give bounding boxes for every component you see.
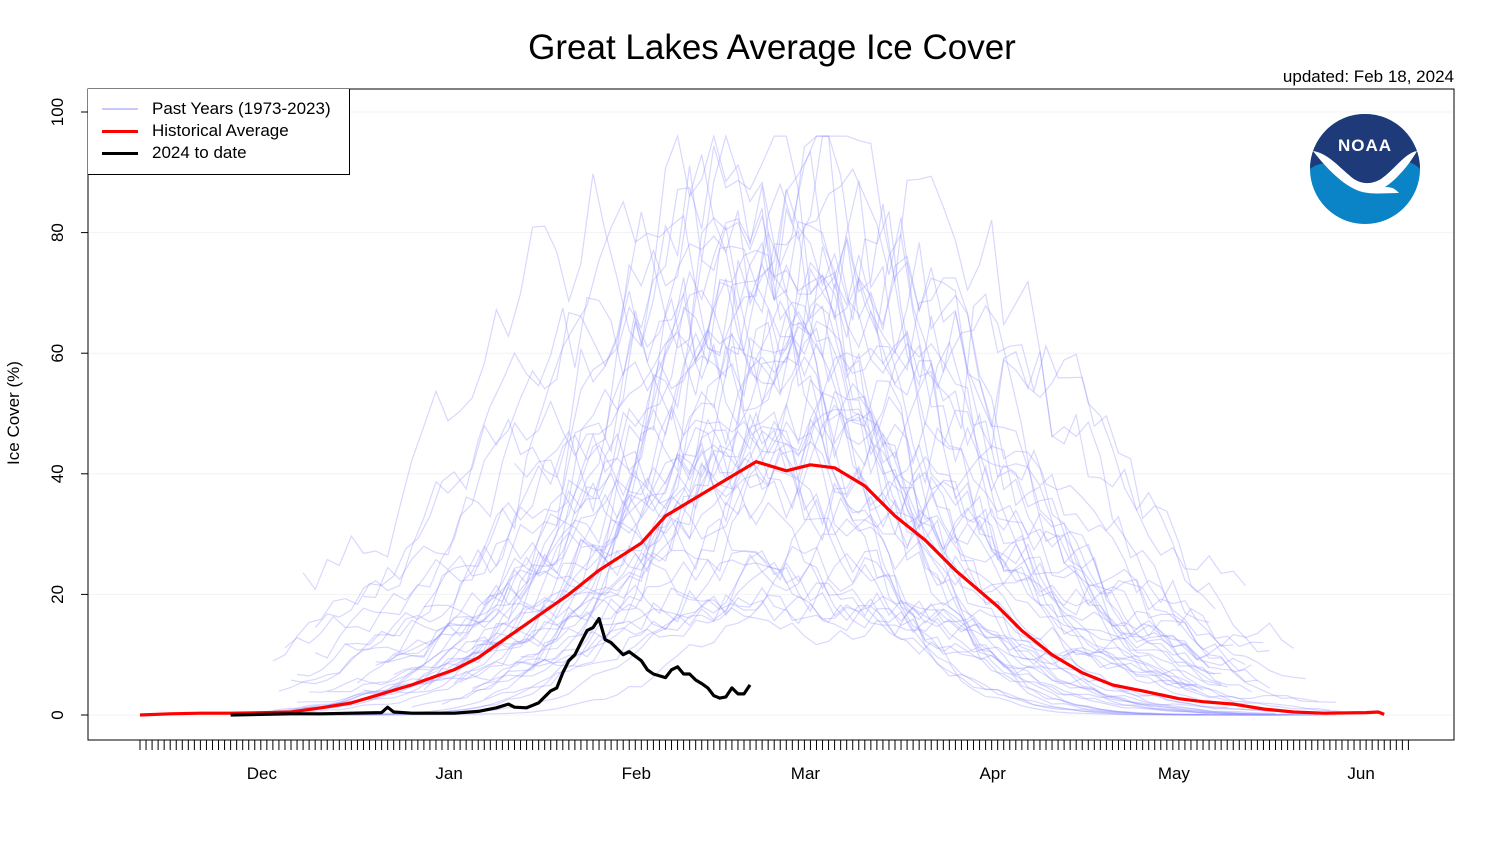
- past-year-line: [447, 235, 1198, 692]
- legend-swatch-2024: [102, 151, 138, 155]
- historical-average-line: [139, 460, 1385, 717]
- past-year-line: [278, 203, 1294, 692]
- chart-title: Great Lakes Average Ice Cover: [528, 28, 1016, 67]
- past-year-line: [423, 408, 1306, 680]
- past-year-line: [471, 450, 1210, 692]
- legend-item-past-years: Past Years (1973-2023): [102, 99, 331, 119]
- y-tick-label: 40: [48, 464, 67, 483]
- past-year-line: [290, 135, 1210, 714]
- past-year-line: [471, 135, 1282, 716]
- x-tick-label: Jun: [1347, 764, 1374, 783]
- past-year-line: [314, 133, 1318, 716]
- y-tick-label: 0: [48, 710, 67, 719]
- past-year-line: [345, 135, 1216, 716]
- past-year-line: [327, 550, 1246, 701]
- past-year-line: [357, 355, 1204, 691]
- past-year-line: [302, 133, 1294, 716]
- legend-label: Historical Average: [152, 121, 289, 140]
- current-year-series: [230, 616, 752, 717]
- legend: Past Years (1973-2023) Historical Averag…: [88, 89, 350, 175]
- noaa-logo-text: NOAA: [1338, 136, 1392, 155]
- past-year-line: [441, 501, 1336, 716]
- past-year-line: [423, 220, 1234, 691]
- past-year-line: [260, 267, 1276, 715]
- plot-frame: [87, 88, 1455, 741]
- past-year-line: [520, 180, 1246, 706]
- past-year-line: [514, 594, 1312, 716]
- legend-item-historical-average: Historical Average: [102, 121, 289, 141]
- past-year-line: [290, 154, 1270, 712]
- past-year-line: [393, 321, 1252, 676]
- past-year-line: [290, 261, 1198, 700]
- past-year-line: [272, 449, 1228, 712]
- legend-swatch-past-years: [102, 108, 138, 110]
- x-tick-label: Feb: [622, 764, 651, 783]
- past-year-line: [272, 245, 1216, 675]
- past-year-line: [429, 559, 1336, 703]
- x-tick-label: Apr: [979, 764, 1006, 783]
- past-year-line: [387, 342, 1258, 682]
- current-year-line: [230, 616, 752, 717]
- past-year-line: [411, 277, 1270, 715]
- past-year-line: [520, 461, 1198, 686]
- y-tick-label: 60: [48, 344, 67, 363]
- past-year-line: [483, 214, 1198, 700]
- past-year-line: [339, 518, 1222, 716]
- legend-swatch-historical-average: [102, 129, 138, 133]
- past-year-line: [309, 167, 1228, 716]
- past-year-line: [483, 411, 1270, 653]
- y-tick-label: 100: [48, 98, 67, 126]
- x-tick-label: Jan: [435, 764, 462, 783]
- past-year-line: [303, 551, 1330, 714]
- past-year-line: [514, 249, 1264, 716]
- historical-average-series: [139, 460, 1385, 717]
- past-year-line: [345, 327, 1204, 716]
- past-year-line: [375, 420, 1270, 716]
- past-year-line: [296, 607, 1192, 703]
- past-year-line: [453, 498, 1276, 715]
- past-year-line: [296, 277, 1204, 716]
- past-year-line: [459, 595, 1222, 686]
- past-year-line: [314, 390, 1343, 713]
- past-year-line: [411, 391, 1246, 708]
- noaa-logo-icon: NOAA: [1310, 114, 1420, 224]
- x-tick-label: May: [1158, 764, 1191, 783]
- y-tick-label: 20: [48, 585, 67, 604]
- x-axis: Dec Jan Feb Mar Apr May Jun: [139, 740, 1409, 783]
- legend-label: 2024 to date: [152, 143, 247, 162]
- past-year-line: [393, 382, 1252, 693]
- y-axis: 0 20 40 60 80 100: [48, 98, 88, 720]
- past-years-lines: [260, 133, 1343, 716]
- past-year-line: [296, 135, 1264, 677]
- past-year-line: [315, 239, 1246, 716]
- past-year-line: [309, 545, 1336, 715]
- x-tick-label: Dec: [247, 764, 278, 783]
- grid-lines: [89, 111, 1453, 716]
- updated-date: updated: Feb 18, 2024: [1282, 67, 1454, 86]
- past-year-line: [363, 420, 1210, 693]
- x-tick-label: Mar: [791, 764, 821, 783]
- legend-item-2024: 2024 to date: [102, 143, 247, 163]
- past-year-line: [375, 291, 1222, 685]
- past-year-line: [284, 417, 1276, 716]
- past-year-line: [471, 552, 1306, 716]
- y-tick-label: 80: [48, 223, 67, 242]
- past-year-line: [363, 211, 1210, 714]
- legend-label: Past Years (1973-2023): [152, 99, 331, 118]
- past-year-line: [284, 281, 1288, 716]
